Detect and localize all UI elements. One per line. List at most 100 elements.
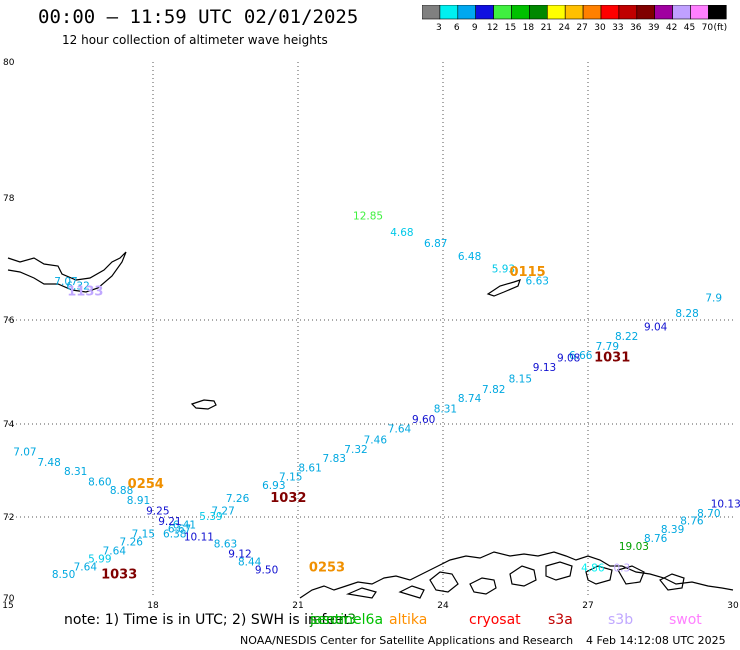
wave-height-value: 7.07 — [54, 276, 77, 288]
satellite-label-s3a: s3a — [548, 612, 573, 628]
wave-height-value: 8.60 — [88, 476, 111, 488]
wave-height-value: 10.11 — [184, 531, 214, 543]
footer-timestamp: 4 Feb 14:12:08 UTC 2025 — [586, 634, 726, 647]
wave-height-value: 7.26 — [226, 493, 250, 505]
latitude-label: 76 — [3, 316, 15, 326]
legend-tick-label: 33 — [612, 23, 623, 33]
pass-time-label: 1031 — [594, 351, 630, 366]
wave-height-value: 8.70 — [697, 508, 720, 520]
land-outline — [429, 571, 459, 593]
wave-height-value: 12.85 — [353, 210, 383, 222]
land-outline — [299, 551, 734, 599]
footer-credit: NOAA/NESDIS Center for Satellite Applica… — [240, 634, 574, 647]
wave-height-value: 0.3 — [613, 563, 630, 575]
wave-height-value: 8.74 — [458, 393, 482, 405]
wave-height-value: 8.61 — [298, 462, 321, 474]
wave-height-value: 6.87 — [424, 238, 447, 250]
chart-title: 00:00 – 11:59 UTC 02/01/2025 — [38, 6, 359, 28]
wave-height-value: 7.46 — [364, 435, 388, 447]
wave-height-value: 8.50 — [52, 569, 75, 581]
satellite-label-altika: altika — [389, 612, 428, 628]
wave-height-value: 8.88 — [110, 485, 133, 497]
land-outline — [659, 573, 685, 591]
land-outline — [617, 565, 645, 585]
land-outline — [585, 565, 613, 585]
latitude-label: 78 — [3, 194, 15, 204]
wave-height-value: 5.93 — [492, 263, 515, 275]
legend-tick-label: 9 — [472, 23, 478, 33]
pass-time-label: 0253 — [309, 561, 345, 576]
pass-time-label: 0254 — [128, 477, 164, 492]
coastline — [7, 251, 734, 599]
observation-group: 12.854.686.876.485.936.6301157.076.32113… — [13, 210, 740, 582]
wave-height-value: 8.63 — [214, 538, 237, 550]
pass-time-label: 1133 — [67, 285, 103, 300]
legend-unit: (ft) — [714, 23, 727, 33]
wave-height-value: 9.25 — [146, 506, 169, 518]
wave-height-value: 8.91 — [127, 495, 150, 507]
latitude-label: 72 — [3, 513, 14, 523]
land-outline — [398, 585, 425, 599]
wave-height-value: 8.28 — [675, 308, 698, 320]
wave-height-legend: 3 6 9 12 15 18 21 24 27 30 33 36 39 42 45 70 (ft) — [422, 5, 727, 33]
longitude-label: 21 — [292, 601, 303, 610]
pass-time-label: 0115 — [509, 265, 545, 280]
wave-height-value: 7.26 — [120, 536, 144, 548]
wave-height-value: 8.31 — [64, 466, 87, 478]
satellite-label-cryosat: cryosat — [469, 612, 521, 628]
wave-height-value: 6.66 — [569, 350, 593, 362]
latitude-label: 74 — [3, 420, 15, 430]
land-outline — [486, 279, 521, 297]
wave-height-value: 7.64 — [388, 423, 412, 435]
latitude-label: 70 — [3, 594, 15, 604]
wave-height-value: 7.07 — [13, 447, 36, 459]
wave-height-value: 7.48 — [37, 457, 60, 469]
wave-height-value: 9.60 — [412, 414, 435, 426]
longitude-label: 24 — [437, 601, 449, 610]
wave-height-value: 9.04 — [644, 321, 668, 333]
satellite-label-sentinel6a: sentinel6a — [310, 612, 384, 628]
wave-height-value: 9.50 — [255, 565, 278, 577]
wave-height-value: 7.32 — [344, 444, 367, 456]
footer-note: note: 1) Time is in UTC; 2) SWH is in fe… — [64, 612, 350, 628]
legend-tick-label: 3 — [436, 23, 442, 33]
wave-height-value: 7.15 — [279, 472, 302, 484]
wave-height-value: 6.48 — [458, 251, 481, 263]
wave-height-value: 4.68 — [390, 227, 413, 239]
satellite-label-s3b: s3b — [608, 612, 634, 628]
legend-tick-label: 30 — [594, 23, 606, 33]
legend-tick-label: 12 — [487, 23, 498, 33]
wave-height-value: 7.79 — [596, 341, 619, 353]
satellite-label-swot: swot — [669, 612, 702, 628]
wave-height-value: 7.27 — [211, 506, 234, 518]
land-outline — [509, 565, 537, 587]
land-outline — [469, 577, 497, 595]
wave-height-value: 6.67 — [168, 523, 191, 535]
land-outline — [7, 251, 127, 293]
wave-height-value: 8.15 — [509, 373, 532, 385]
land-outline — [545, 561, 573, 581]
satellite-label-jason3: jason3 — [310, 612, 357, 628]
legend-swatch — [708, 5, 727, 20]
legend-tick-label: 15 — [505, 23, 516, 33]
wave-height-value: 9.13 — [533, 362, 556, 374]
wave-height-value: 7.64 — [103, 545, 127, 557]
wave-height-value: 7.82 — [482, 384, 505, 396]
legend-tick-label: 18 — [523, 23, 535, 33]
wave-height-value: 6.38 — [163, 528, 186, 540]
longitude-label: 15 — [2, 601, 13, 610]
wave-height-value: 8.39 — [661, 524, 684, 536]
wave-height-value: 19.03 — [619, 541, 649, 553]
graticule — [8, 62, 733, 598]
wave-height-value: 7.9 — [705, 293, 722, 305]
wave-height-value: 9.21 — [158, 516, 181, 528]
legend-tick-label: 42 — [666, 23, 677, 33]
wave-height-value: 8.76 — [680, 515, 704, 527]
longitude-label: 27 — [582, 601, 593, 610]
legend-tick-label: 45 — [684, 23, 695, 33]
wave-height-value: 7.15 — [132, 528, 155, 540]
wave-height-value: 9.12 — [228, 549, 251, 561]
wave-height-value: 8.22 — [615, 331, 638, 343]
pass-time-label: 1032 — [270, 491, 306, 506]
